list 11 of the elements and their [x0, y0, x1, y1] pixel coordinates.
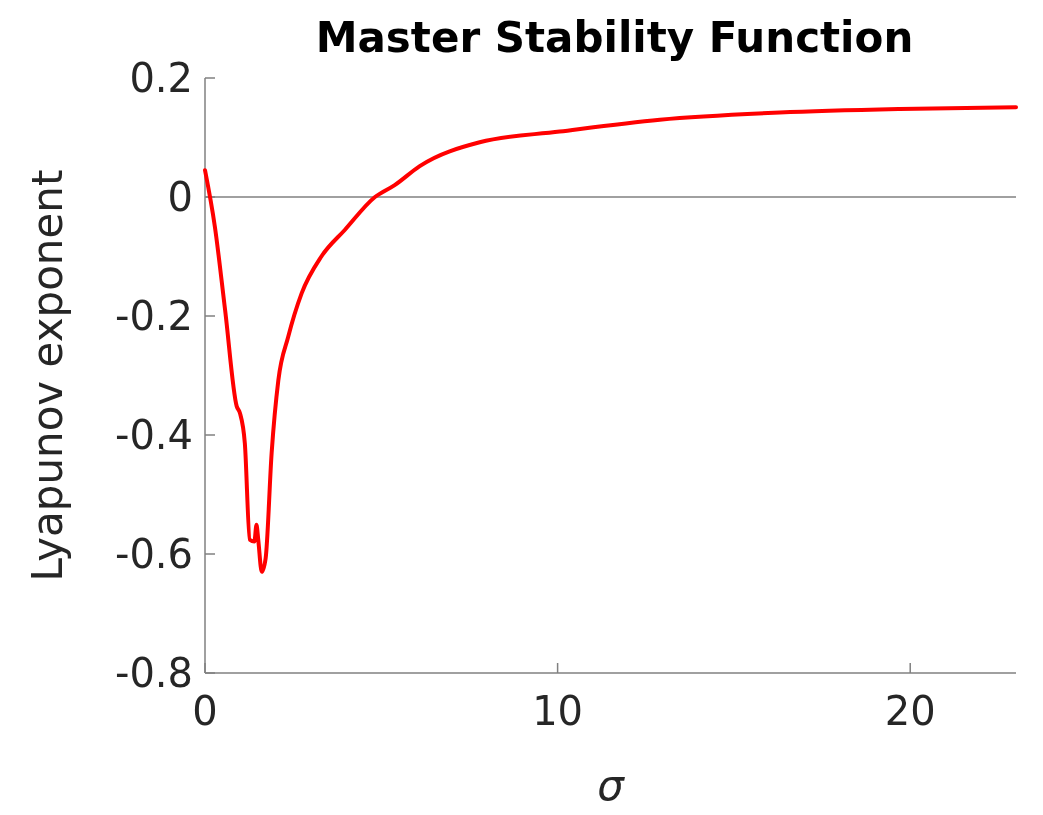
y-tick-label: 0.2: [129, 55, 193, 101]
y-tick-label: -0.4: [114, 412, 193, 458]
y-tick-label: 0: [167, 174, 193, 220]
y-tick-label: -0.6: [114, 531, 193, 577]
chart-title: Master Stability Function: [315, 13, 914, 62]
y-axis-title: Lyapunov exponent: [23, 169, 72, 582]
y-tick-label: -0.8: [114, 650, 193, 696]
y-tick-label: -0.2: [114, 293, 193, 339]
x-tick-label: 10: [532, 688, 584, 734]
x-tick-label: 20: [884, 688, 936, 734]
x-axis-title: σ: [597, 761, 626, 810]
